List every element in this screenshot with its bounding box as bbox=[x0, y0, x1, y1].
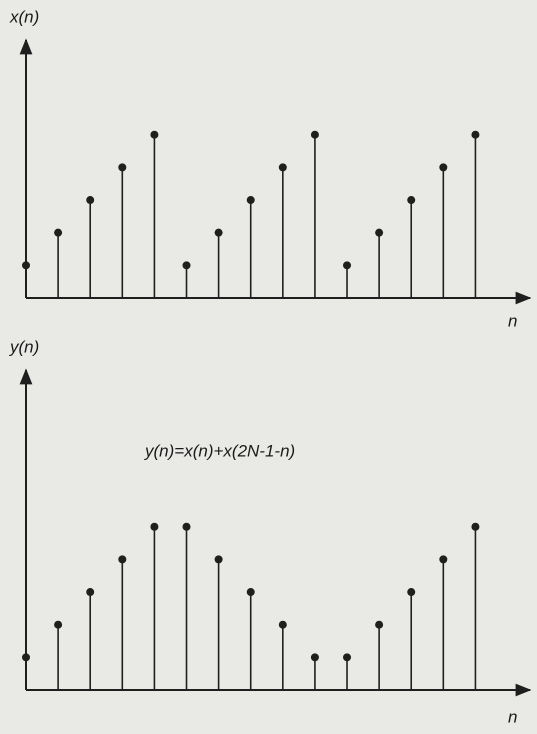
stem-head bbox=[375, 621, 383, 629]
stem-head bbox=[279, 163, 287, 171]
stem bbox=[54, 621, 62, 690]
stem-head bbox=[471, 131, 479, 139]
stem bbox=[343, 261, 351, 298]
x-axis-label: n bbox=[508, 707, 517, 726]
stem bbox=[183, 523, 191, 690]
stem bbox=[86, 196, 94, 298]
stem bbox=[407, 588, 415, 690]
stem-head bbox=[215, 229, 223, 237]
stem-head bbox=[439, 163, 447, 171]
stem-head bbox=[150, 523, 158, 531]
stem bbox=[375, 621, 383, 690]
stem bbox=[439, 163, 447, 298]
stem-head bbox=[86, 588, 94, 596]
stem-head bbox=[311, 131, 319, 139]
stem bbox=[311, 131, 319, 298]
stem bbox=[150, 131, 158, 298]
stem bbox=[22, 261, 30, 298]
stem-head bbox=[54, 621, 62, 629]
stem-head bbox=[86, 196, 94, 204]
stem-head bbox=[439, 555, 447, 563]
y-axis-label: y(n) bbox=[9, 337, 39, 356]
stem-head bbox=[22, 653, 30, 661]
stem bbox=[150, 523, 158, 690]
stem-head bbox=[54, 229, 62, 237]
annotation: y(n)=x(n)+x(2N-1-n) bbox=[144, 441, 295, 460]
stem bbox=[311, 653, 319, 690]
stem bbox=[183, 261, 191, 298]
stem bbox=[279, 163, 287, 298]
stem bbox=[86, 588, 94, 690]
stem bbox=[22, 653, 30, 690]
stem bbox=[54, 229, 62, 298]
stem-head bbox=[279, 621, 287, 629]
stem bbox=[247, 196, 255, 298]
stem-head bbox=[183, 523, 191, 531]
stem-head bbox=[311, 653, 319, 661]
stem bbox=[215, 555, 223, 690]
y-axis-label: x(n) bbox=[9, 7, 39, 26]
stem bbox=[279, 621, 287, 690]
stem-head bbox=[118, 555, 126, 563]
stem-head bbox=[215, 555, 223, 563]
stem bbox=[407, 196, 415, 298]
stem-head bbox=[407, 588, 415, 596]
stem-head bbox=[118, 163, 126, 171]
stem bbox=[118, 555, 126, 690]
stem bbox=[471, 523, 479, 690]
stem-head bbox=[407, 196, 415, 204]
stem-head bbox=[22, 261, 30, 269]
stem bbox=[439, 555, 447, 690]
stem bbox=[118, 163, 126, 298]
stem-head bbox=[183, 261, 191, 269]
x-axis-label: n bbox=[508, 311, 517, 330]
stem-head bbox=[150, 131, 158, 139]
stem-head bbox=[247, 588, 255, 596]
stem bbox=[471, 131, 479, 298]
stem bbox=[375, 229, 383, 298]
stem bbox=[247, 588, 255, 690]
stem-head bbox=[343, 261, 351, 269]
stem bbox=[215, 229, 223, 298]
stem-head bbox=[343, 653, 351, 661]
stem bbox=[343, 653, 351, 690]
stem-head bbox=[471, 523, 479, 531]
stem-head bbox=[375, 229, 383, 237]
stem-head bbox=[247, 196, 255, 204]
figure: x(n) n y(n) n y(n)=x(n)+x(2N-1-n) bbox=[0, 0, 537, 729]
